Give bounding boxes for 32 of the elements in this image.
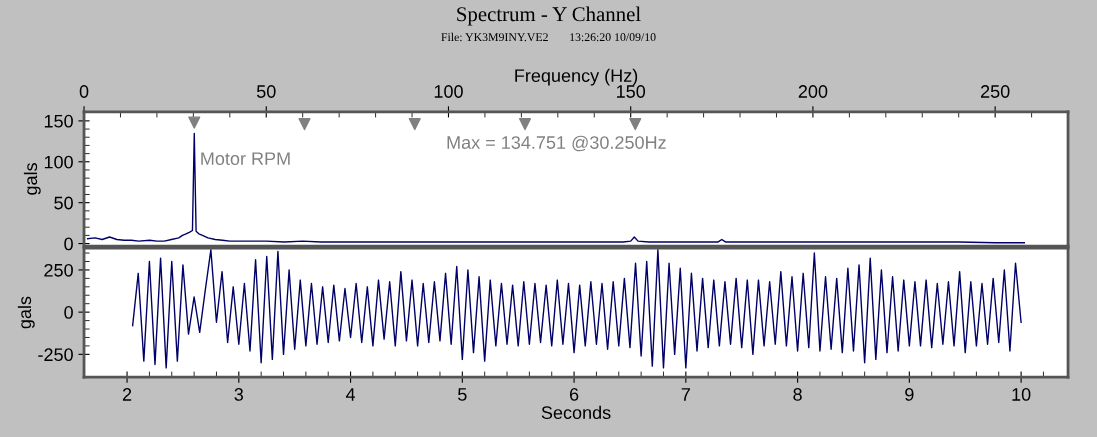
x-tick-label: 200 [798,85,828,98]
y-axis-title: gals [17,296,35,329]
y-tick-label: 0 [64,306,73,319]
line-series [86,132,1026,244]
line-series [131,248,1022,369]
x-axis-title: Seconds [541,405,611,420]
chart-subtitle: File: YK3M9INY.VE2 13:26:20 10/09/10 [441,32,656,42]
x-tick-label: 2 [122,388,132,401]
annotation: Motor RPM [201,152,290,165]
x-tick-label: 4 [345,388,356,401]
y-axis-title: gals [23,163,41,195]
x-tick-label: 100 [434,85,463,98]
y-tick-label: 0 [64,237,73,251]
y-tick-label: 50 [54,196,73,210]
x-tick-label: 3 [234,388,244,401]
x-tick-label: 6 [569,388,579,401]
x-tick-label: 8 [793,388,802,401]
y-tick-label: 100 [44,155,73,169]
x-tick-label: 250 [981,85,1010,98]
x-tick-label: 0 [79,85,89,98]
x-axis-title: Frequency (Hz) [515,68,638,86]
x-tick-label: 5 [458,388,467,401]
chart-title: Spectrum - Y Channel [457,6,641,26]
x-tick-label: 50 [256,85,276,98]
y-tick-label: 250 [44,263,73,277]
x-tick-label: 7 [681,388,690,401]
annotation: Max = 134.751 @30.250Hz [447,135,666,152]
x-tick-label: 9 [905,388,914,401]
x-tick-label: 150 [617,85,646,98]
y-tick-label: 150 [44,114,73,128]
x-tick-label: 10 [1012,388,1031,401]
y-tick-label: -250 [38,348,73,362]
